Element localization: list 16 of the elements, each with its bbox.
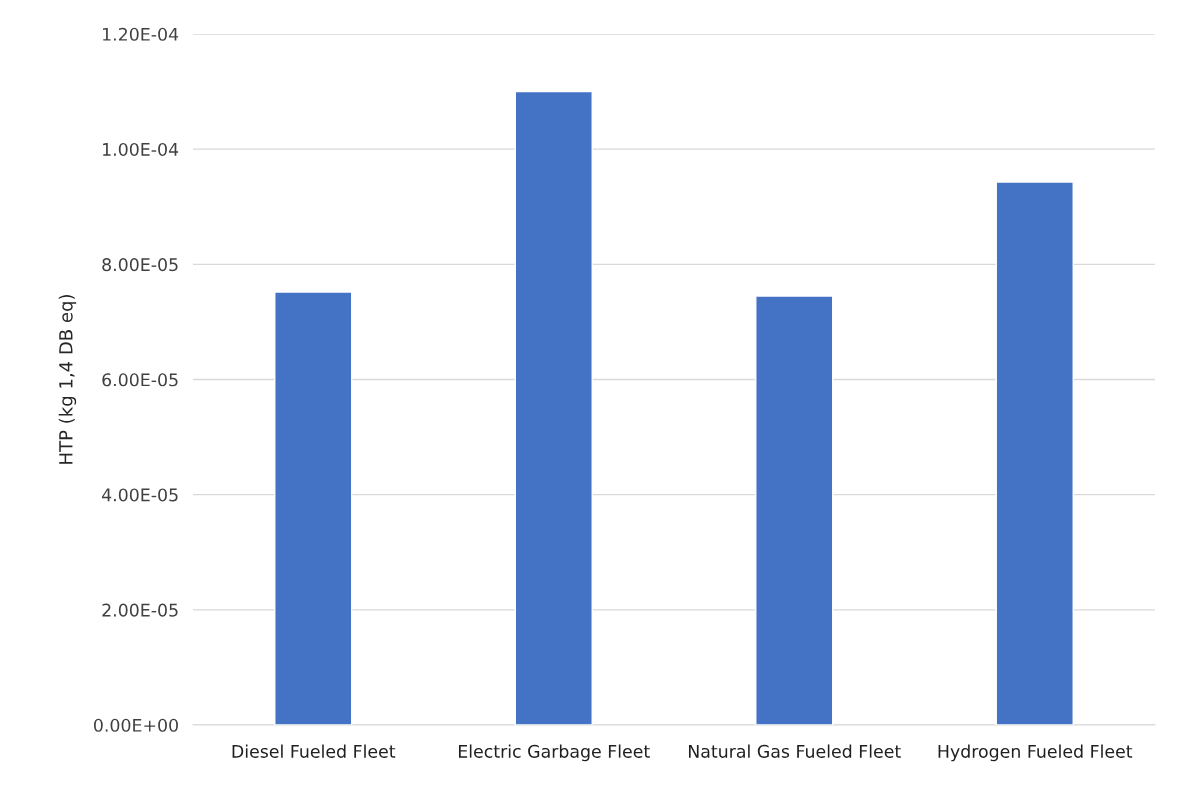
bar (514, 90, 593, 725)
y-tick-label: 2.00E-05 (102, 603, 178, 617)
bar (995, 181, 1074, 725)
x-tick-label: Diesel Fueled Fleet (232, 744, 396, 758)
y-tick-label: 4.00E-05 (101, 488, 178, 502)
bar (274, 291, 353, 725)
bar (755, 295, 834, 725)
y-tick-label: 1.00E-04 (103, 142, 179, 157)
x-tick-label: Natural Gas Fueled Fleet (688, 744, 901, 758)
x-tick-label: Hydrogen Fueled Fleet (938, 744, 1133, 762)
y-tick-label: 1.20E-04 (103, 27, 179, 41)
y-tick-label: 6.00E-05 (102, 373, 178, 387)
y-axis-title: HTP (kg 1,4 DB eq) (58, 295, 77, 464)
y-tick-label: 0.00E+00 (93, 718, 178, 732)
y-tick-label: 8.00E-05 (102, 258, 178, 272)
x-tick-label: Electric Garbage Fleet (458, 744, 650, 762)
